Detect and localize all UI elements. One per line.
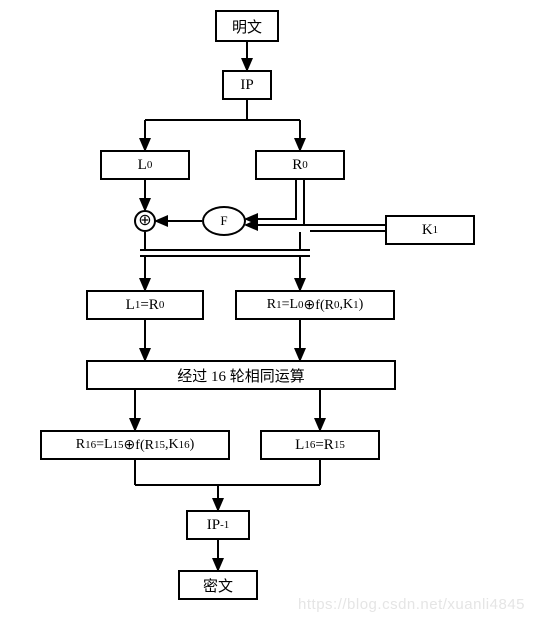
node-xor: ⊕: [134, 210, 156, 232]
node-k1: K1: [385, 215, 475, 245]
edge: [246, 180, 296, 219]
node-r0: R0: [255, 150, 345, 180]
node-r16: R16=L15⊕f(R15,K16): [40, 430, 230, 460]
node-r1: R1=L0⊕f(R0,K1): [235, 290, 395, 320]
node-ip: IP: [222, 70, 272, 100]
node-plaintext: 明文: [215, 10, 279, 42]
edge: [246, 180, 304, 225]
node-f: F: [202, 206, 246, 236]
node-l0: L0: [100, 150, 190, 180]
node-ipinv: IP-1: [186, 510, 250, 540]
node-l1: L1=R0: [86, 290, 204, 320]
node-l16: L16=R15: [260, 430, 380, 460]
watermark-text: https://blog.csdn.net/xuanli4845: [298, 596, 525, 613]
node-ciphertext: 密文: [178, 570, 258, 600]
node-rounds: 经过 16 轮相同运算: [86, 360, 396, 390]
